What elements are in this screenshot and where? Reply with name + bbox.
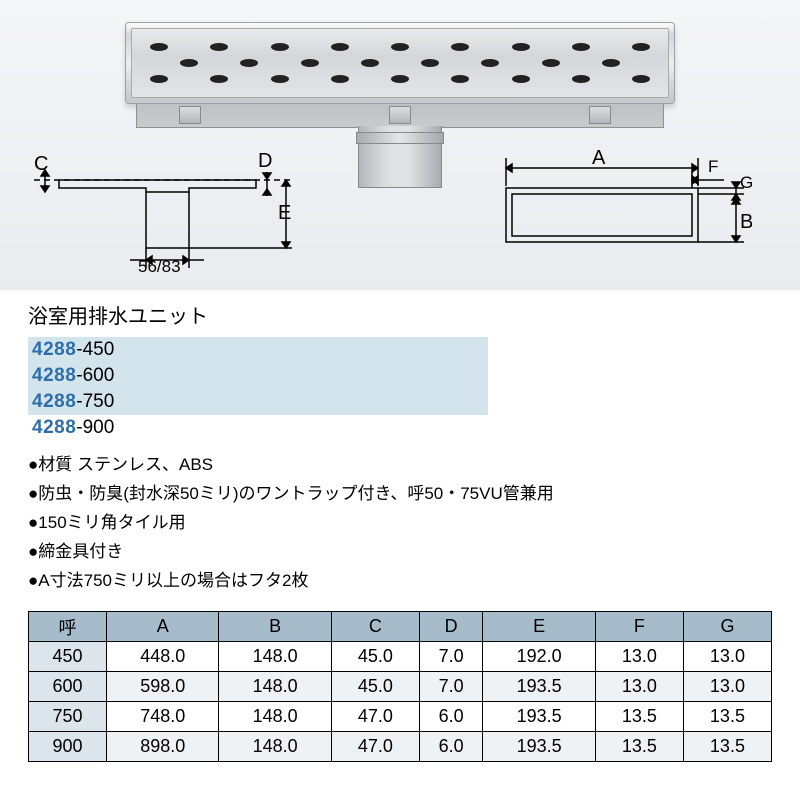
dimension-table-row: 600598.0148.045.07.0193.513.013.0 [29,672,772,702]
dimension-table-header-cell: 呼 [29,612,107,642]
dimension-table-cell: 193.5 [483,672,595,702]
dimension-table-cell: 192.0 [483,642,595,672]
product-code-list: 4288-4504288-6004288-7504288-900 [28,337,772,441]
dimension-table-header-cell: A [107,612,219,642]
dimension-table-cell: 13.5 [595,702,683,732]
plan-view-diagram: A F G B [492,148,752,258]
dim-label-a: A [592,148,606,169]
dimension-table-header-cell: F [595,612,683,642]
spec-bullet: A寸法750ミリ以上の場合はフタ2枚 [28,567,772,596]
dimension-table-cell: 45.0 [331,642,419,672]
product-code-row: 4288-450 [28,337,488,363]
dimension-table-header-row: 呼ABCDEFG [29,612,772,642]
spec-bullet: 締金具付き [28,538,772,567]
dimension-table-call-cell: 450 [29,642,107,672]
product-code-main: 4288 [32,339,76,361]
dimension-table-cell: 13.0 [595,672,683,702]
dimension-table-row: 900898.0148.047.06.0193.513.513.5 [29,732,772,762]
content-area: 浴室用排水ユニット 4288-4504288-6004288-7504288-9… [0,290,800,800]
spec-bullet-list: 材質 ステンレス、ABS防虫・防臭(封水深50ミリ)のワントラップ付き、呼50・… [28,451,772,595]
dimension-table-cell: 193.5 [483,702,595,732]
spec-bullet: 防虫・防臭(封水深50ミリ)のワントラップ付き、呼50・75VU管兼用 [28,480,772,509]
dim-label-e: E [278,202,291,224]
dimension-table-row: 750748.0148.047.06.0193.513.513.5 [29,702,772,732]
product-code-suffix: -900 [76,417,114,439]
dimension-table-cell: 13.0 [683,672,771,702]
dimension-table-cell: 748.0 [107,702,219,732]
dimension-table-cell: 193.5 [483,732,595,762]
dimension-table-cell: 148.0 [219,702,331,732]
dimension-table-header-cell: G [683,612,771,642]
dimension-table-cell: 148.0 [219,732,331,762]
product-code-suffix: -600 [76,365,114,387]
product-code-main: 4288 [32,391,76,413]
cross-section-diagram: C D E 56/83 [34,152,294,272]
dimension-table-cell: 13.0 [683,642,771,672]
dimension-table-cell: 7.0 [419,642,483,672]
product-code-suffix: -750 [76,391,114,413]
drain-unit-illustration [125,22,675,128]
dim-label-b: B [740,211,752,233]
dimension-table-call-cell: 600 [29,672,107,702]
dimension-table-header-cell: E [483,612,595,642]
dim-label-f: F [708,157,718,176]
dim-label-d: D [258,152,272,172]
dimension-table-cell: 13.5 [683,732,771,762]
page: C D E 56/83 [0,0,800,800]
product-figure-panel: C D E 56/83 [0,0,800,290]
product-code-suffix: -450 [76,339,114,361]
dimension-table-cell: 148.0 [219,672,331,702]
dimension-table-cell: 13.0 [595,642,683,672]
product-code-row: 4288-900 [28,415,488,441]
product-code-row: 4288-600 [28,363,488,389]
dimension-table-cell: 13.5 [595,732,683,762]
dimension-table-cell: 45.0 [331,672,419,702]
dimension-table-cell: 598.0 [107,672,219,702]
spec-bullet: 150ミリ角タイル用 [28,509,772,538]
dimension-table-cell: 148.0 [219,642,331,672]
dimension-table-cell: 6.0 [419,702,483,732]
dimension-table-header-cell: B [219,612,331,642]
dim-label-c: C [34,153,48,175]
dimension-table-cell: 448.0 [107,642,219,672]
dim-label-g: G [740,173,752,192]
spec-bullet: 材質 ステンレス、ABS [28,451,772,480]
dimension-table-cell: 7.0 [419,672,483,702]
outlet-size-label: 56/83 [138,257,181,272]
product-code-row: 4288-750 [28,389,488,415]
dimension-table-cell: 898.0 [107,732,219,762]
dimension-table-header-cell: D [419,612,483,642]
dimension-table-cell: 47.0 [331,702,419,732]
dimension-table-cell: 13.5 [683,702,771,732]
dimension-table-row: 450448.0148.045.07.0192.013.013.0 [29,642,772,672]
product-code-main: 4288 [32,417,76,439]
dimension-table: 呼ABCDEFG 450448.0148.045.07.0192.013.013… [28,611,772,762]
product-title: 浴室用排水ユニット [28,300,772,329]
product-code-main: 4288 [32,365,76,387]
dimension-table-call-cell: 900 [29,732,107,762]
dimension-table-cell: 6.0 [419,732,483,762]
dimension-table-cell: 47.0 [331,732,419,762]
dimension-table-call-cell: 750 [29,702,107,732]
dimension-table-header-cell: C [331,612,419,642]
